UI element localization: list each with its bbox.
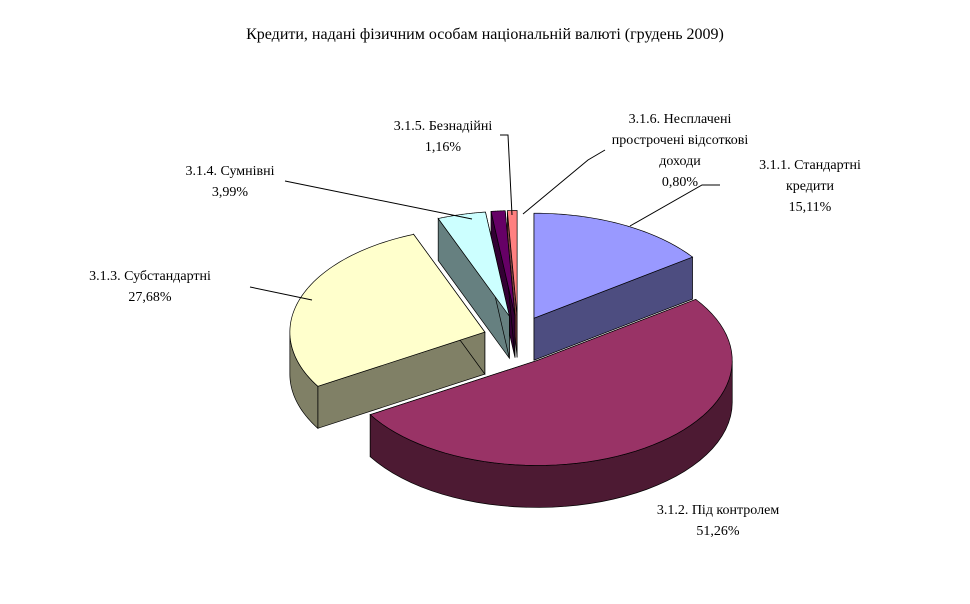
category-label: 3.1.1. Стандартні кредити [759, 158, 861, 194]
leader-line [500, 134, 513, 216]
category-label: 3.1.3. Субстандартні [89, 269, 211, 284]
slice-label: 3.1.5. Безнадійні 1,16% [368, 116, 518, 158]
slice-label: 3.1.3. Субстандартні 27,68% [50, 266, 250, 308]
pie-slice [533, 212, 694, 319]
value-label: 1,16% [424, 140, 462, 155]
pie-slice [437, 211, 510, 317]
slice-label: 3.1.1. Стандартні кредити 15,11% [745, 155, 875, 218]
value-label: 3,99% [211, 185, 249, 200]
category-label: 3.1.5. Безнадійні [393, 119, 493, 134]
leader-line [284, 180, 473, 220]
category-label: 3.1.2. Під контролем [656, 503, 780, 518]
value-label: 0,80% [661, 175, 699, 190]
pie-slice [289, 233, 486, 387]
pie-slice [369, 298, 733, 466]
slice-label: 3.1.4. Сумнівні 3,99% [130, 161, 330, 203]
pie-slice [490, 210, 516, 316]
leader-line [522, 149, 606, 215]
leader-line [629, 184, 720, 227]
chart-title: Кредити, надані фізичним особам націонал… [246, 26, 724, 43]
value-label: 27,68% [128, 290, 172, 305]
leader-line [249, 286, 313, 301]
category-label: 3.1.4. Сумнівні [185, 164, 275, 179]
value-label: 15,11% [788, 200, 832, 215]
value-label: 51,26% [696, 524, 740, 539]
slice-label: 3.1.6. Несплачені прострочені відсоткові… [600, 109, 760, 193]
category-label: 3.1.6. Несплачені прострочені відсоткові… [611, 112, 749, 169]
slice-label: 3.1.2. Під контролем 51,26% [618, 500, 818, 542]
